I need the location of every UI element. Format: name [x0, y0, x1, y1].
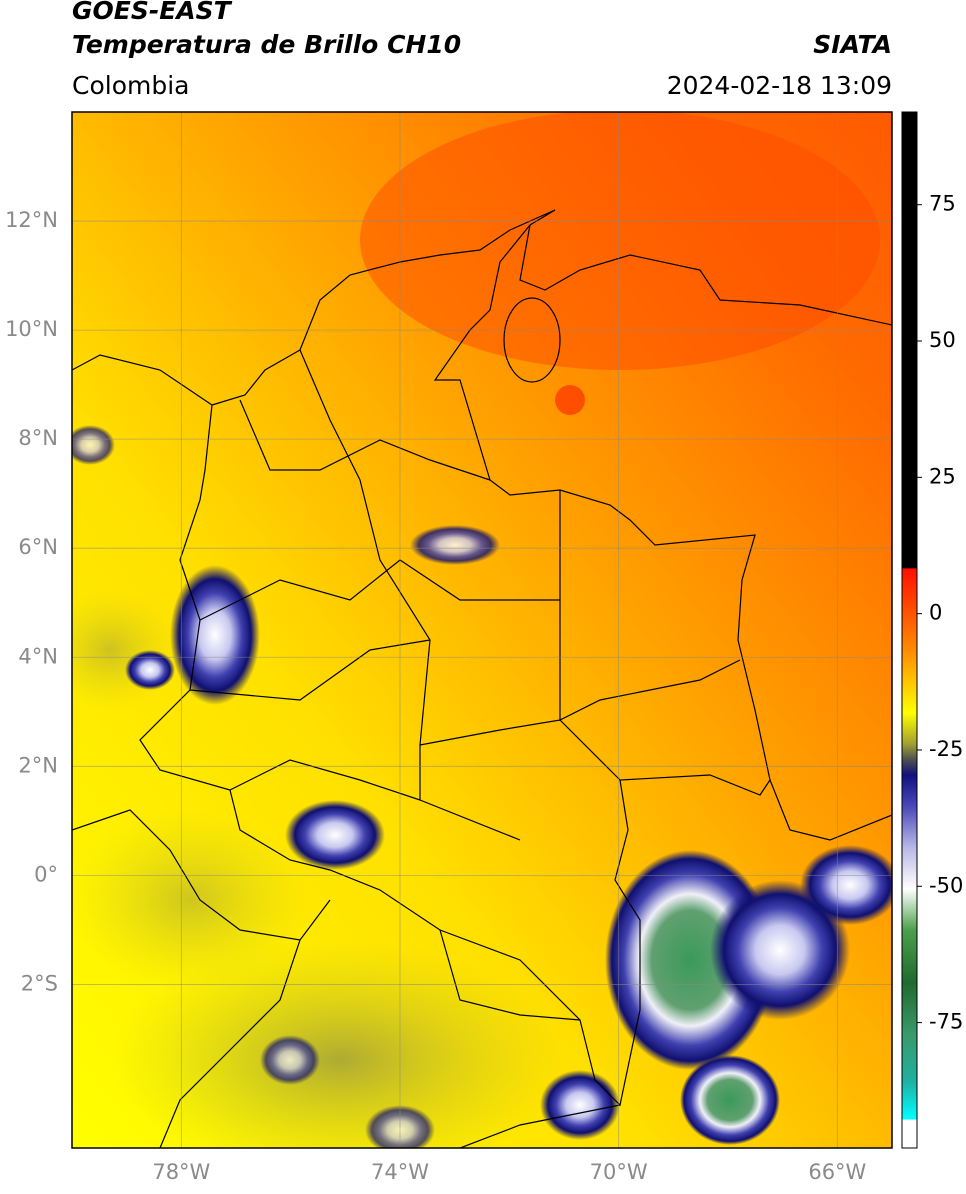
lon-tick-label: 78°W — [152, 1160, 210, 1184]
colorbar-tick-label: -75 — [929, 1010, 963, 1034]
lat-tick-label: 2°N — [18, 753, 58, 777]
colorbar-tick-label: 25 — [929, 464, 956, 488]
lat-tick-label: 10°N — [5, 317, 58, 341]
map-frame — [71, 111, 893, 1149]
colorbar-tick-label: 50 — [929, 328, 956, 352]
lat-tick-label: 2°S — [21, 971, 58, 995]
colorbar-tick-label: -50 — [929, 873, 963, 897]
map-image — [72, 112, 892, 1148]
lat-tick-label: 0° — [34, 862, 58, 886]
lon-tick-label: 70°W — [590, 1160, 648, 1184]
source: SIATA — [813, 30, 892, 59]
lon-tick-label: 66°W — [808, 1160, 866, 1184]
lat-tick-label: 4°N — [18, 644, 58, 668]
title: GOES-EAST — [72, 0, 233, 25]
colorbar-tick-label: 0 — [929, 601, 942, 625]
colorbar — [901, 111, 918, 1149]
region: Colombia — [72, 71, 189, 100]
lat-tick-label: 12°N — [5, 208, 58, 232]
graticule — [72, 112, 892, 1148]
lat-tick-label: 8°N — [18, 426, 58, 450]
lon-tick-label: 74°W — [371, 1160, 429, 1184]
colorbar-tick-label: -25 — [929, 737, 963, 761]
subtitle: Temperatura de Brillo CH10 — [72, 30, 461, 59]
datetime: 2024-02-18 13:09 — [667, 71, 892, 100]
colorbar-tick-label: 75 — [929, 192, 956, 216]
lat-tick-label: 6°N — [18, 535, 58, 559]
